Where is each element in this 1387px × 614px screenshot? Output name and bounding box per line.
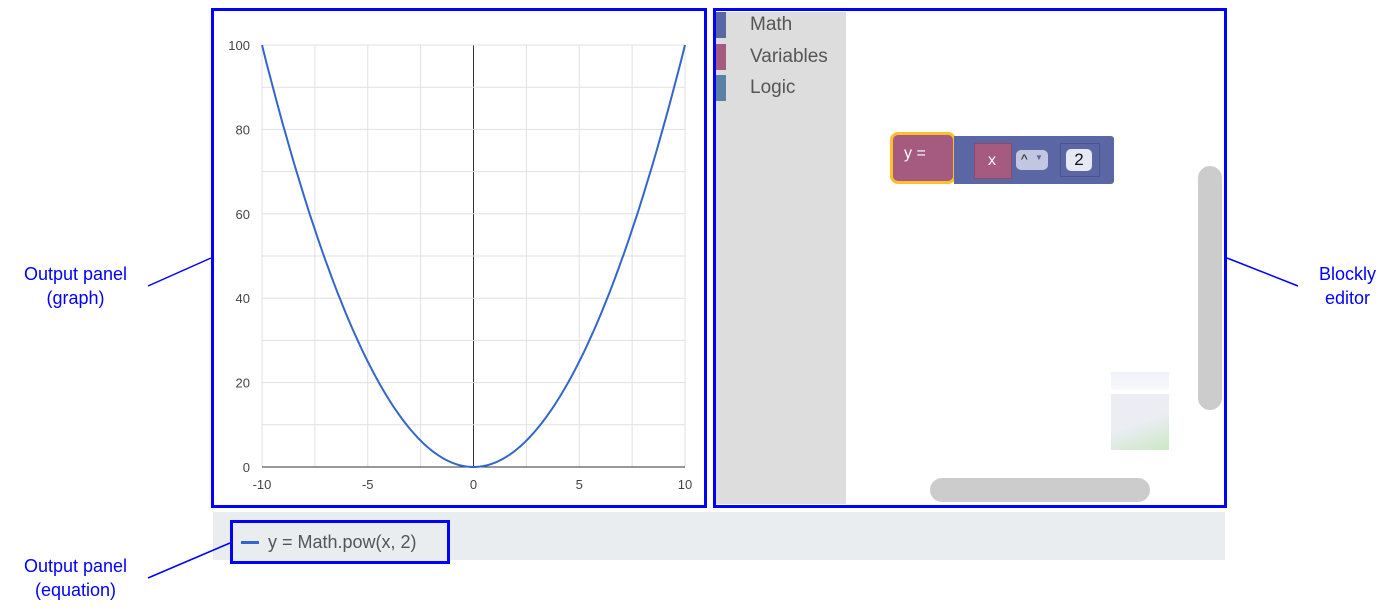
x-tick-label: 5 — [576, 477, 583, 492]
editor-highlight — [713, 8, 1227, 508]
y-tick-label: 40 — [236, 291, 250, 306]
y-tick-label: 60 — [236, 207, 250, 222]
y-tick-label: 0 — [243, 460, 250, 475]
toolbox: Math Variables Logic — [716, 12, 846, 504]
toolbox-category-logic[interactable]: Logic — [716, 75, 846, 101]
dropdown-arrow-icon: ▼ — [1035, 153, 1043, 162]
x-tick-label: 10 — [678, 477, 692, 492]
power-block[interactable]: x ^ ▼ 2 — [954, 136, 1114, 184]
operator-label: ^ — [1021, 151, 1028, 167]
trash-can-icon[interactable] — [1111, 372, 1169, 450]
horizontal-scrollbar[interactable] — [930, 478, 1150, 502]
toolbox-category-variables[interactable]: Variables — [716, 44, 846, 70]
callout-editor: Blockly editor — [1318, 264, 1376, 308]
y-tick-label: 100 — [228, 38, 250, 53]
x-tick-label: -5 — [362, 477, 374, 492]
equation-text: y = Math.pow(x, 2) — [268, 532, 417, 552]
x-tick-label: -10 — [253, 477, 272, 492]
exponent-field[interactable]: 2 — [1066, 149, 1092, 171]
variable-x-block[interactable]: x — [974, 143, 1012, 179]
assign-block[interactable]: y = — [890, 132, 956, 184]
callout-line-equation — [147, 542, 231, 579]
equation-legend: y = Math.pow(x, 2) — [230, 520, 450, 564]
callout-graph: Output panel (graph) — [23, 264, 128, 308]
callout-line-editor — [1226, 257, 1299, 287]
category-label: Variables — [750, 46, 828, 67]
blockly-editor[interactable]: Math Variables Logic y = x ^ ▼ 2 — [716, 12, 1223, 504]
y-tick-label: 80 — [236, 122, 250, 137]
y-tick-label: 20 — [236, 376, 250, 391]
series-line — [261, 44, 686, 468]
exponent-block[interactable]: 2 — [1060, 143, 1100, 177]
variable-label: x — [988, 152, 996, 169]
toolbox-category-math[interactable]: Math — [716, 12, 846, 38]
callout-line-graph — [147, 257, 212, 287]
operator-dropdown[interactable]: ^ ▼ — [1016, 150, 1048, 170]
category-label: Logic — [750, 77, 796, 98]
callout-equation: Output panel (equation) — [23, 556, 128, 600]
assign-label: y = — [904, 145, 926, 162]
x-tick-label: 0 — [470, 477, 477, 492]
series-swatch-icon — [241, 541, 259, 544]
category-label: Math — [750, 14, 793, 35]
graph-panel-highlight — [211, 8, 707, 508]
vertical-scrollbar[interactable] — [1198, 166, 1222, 410]
